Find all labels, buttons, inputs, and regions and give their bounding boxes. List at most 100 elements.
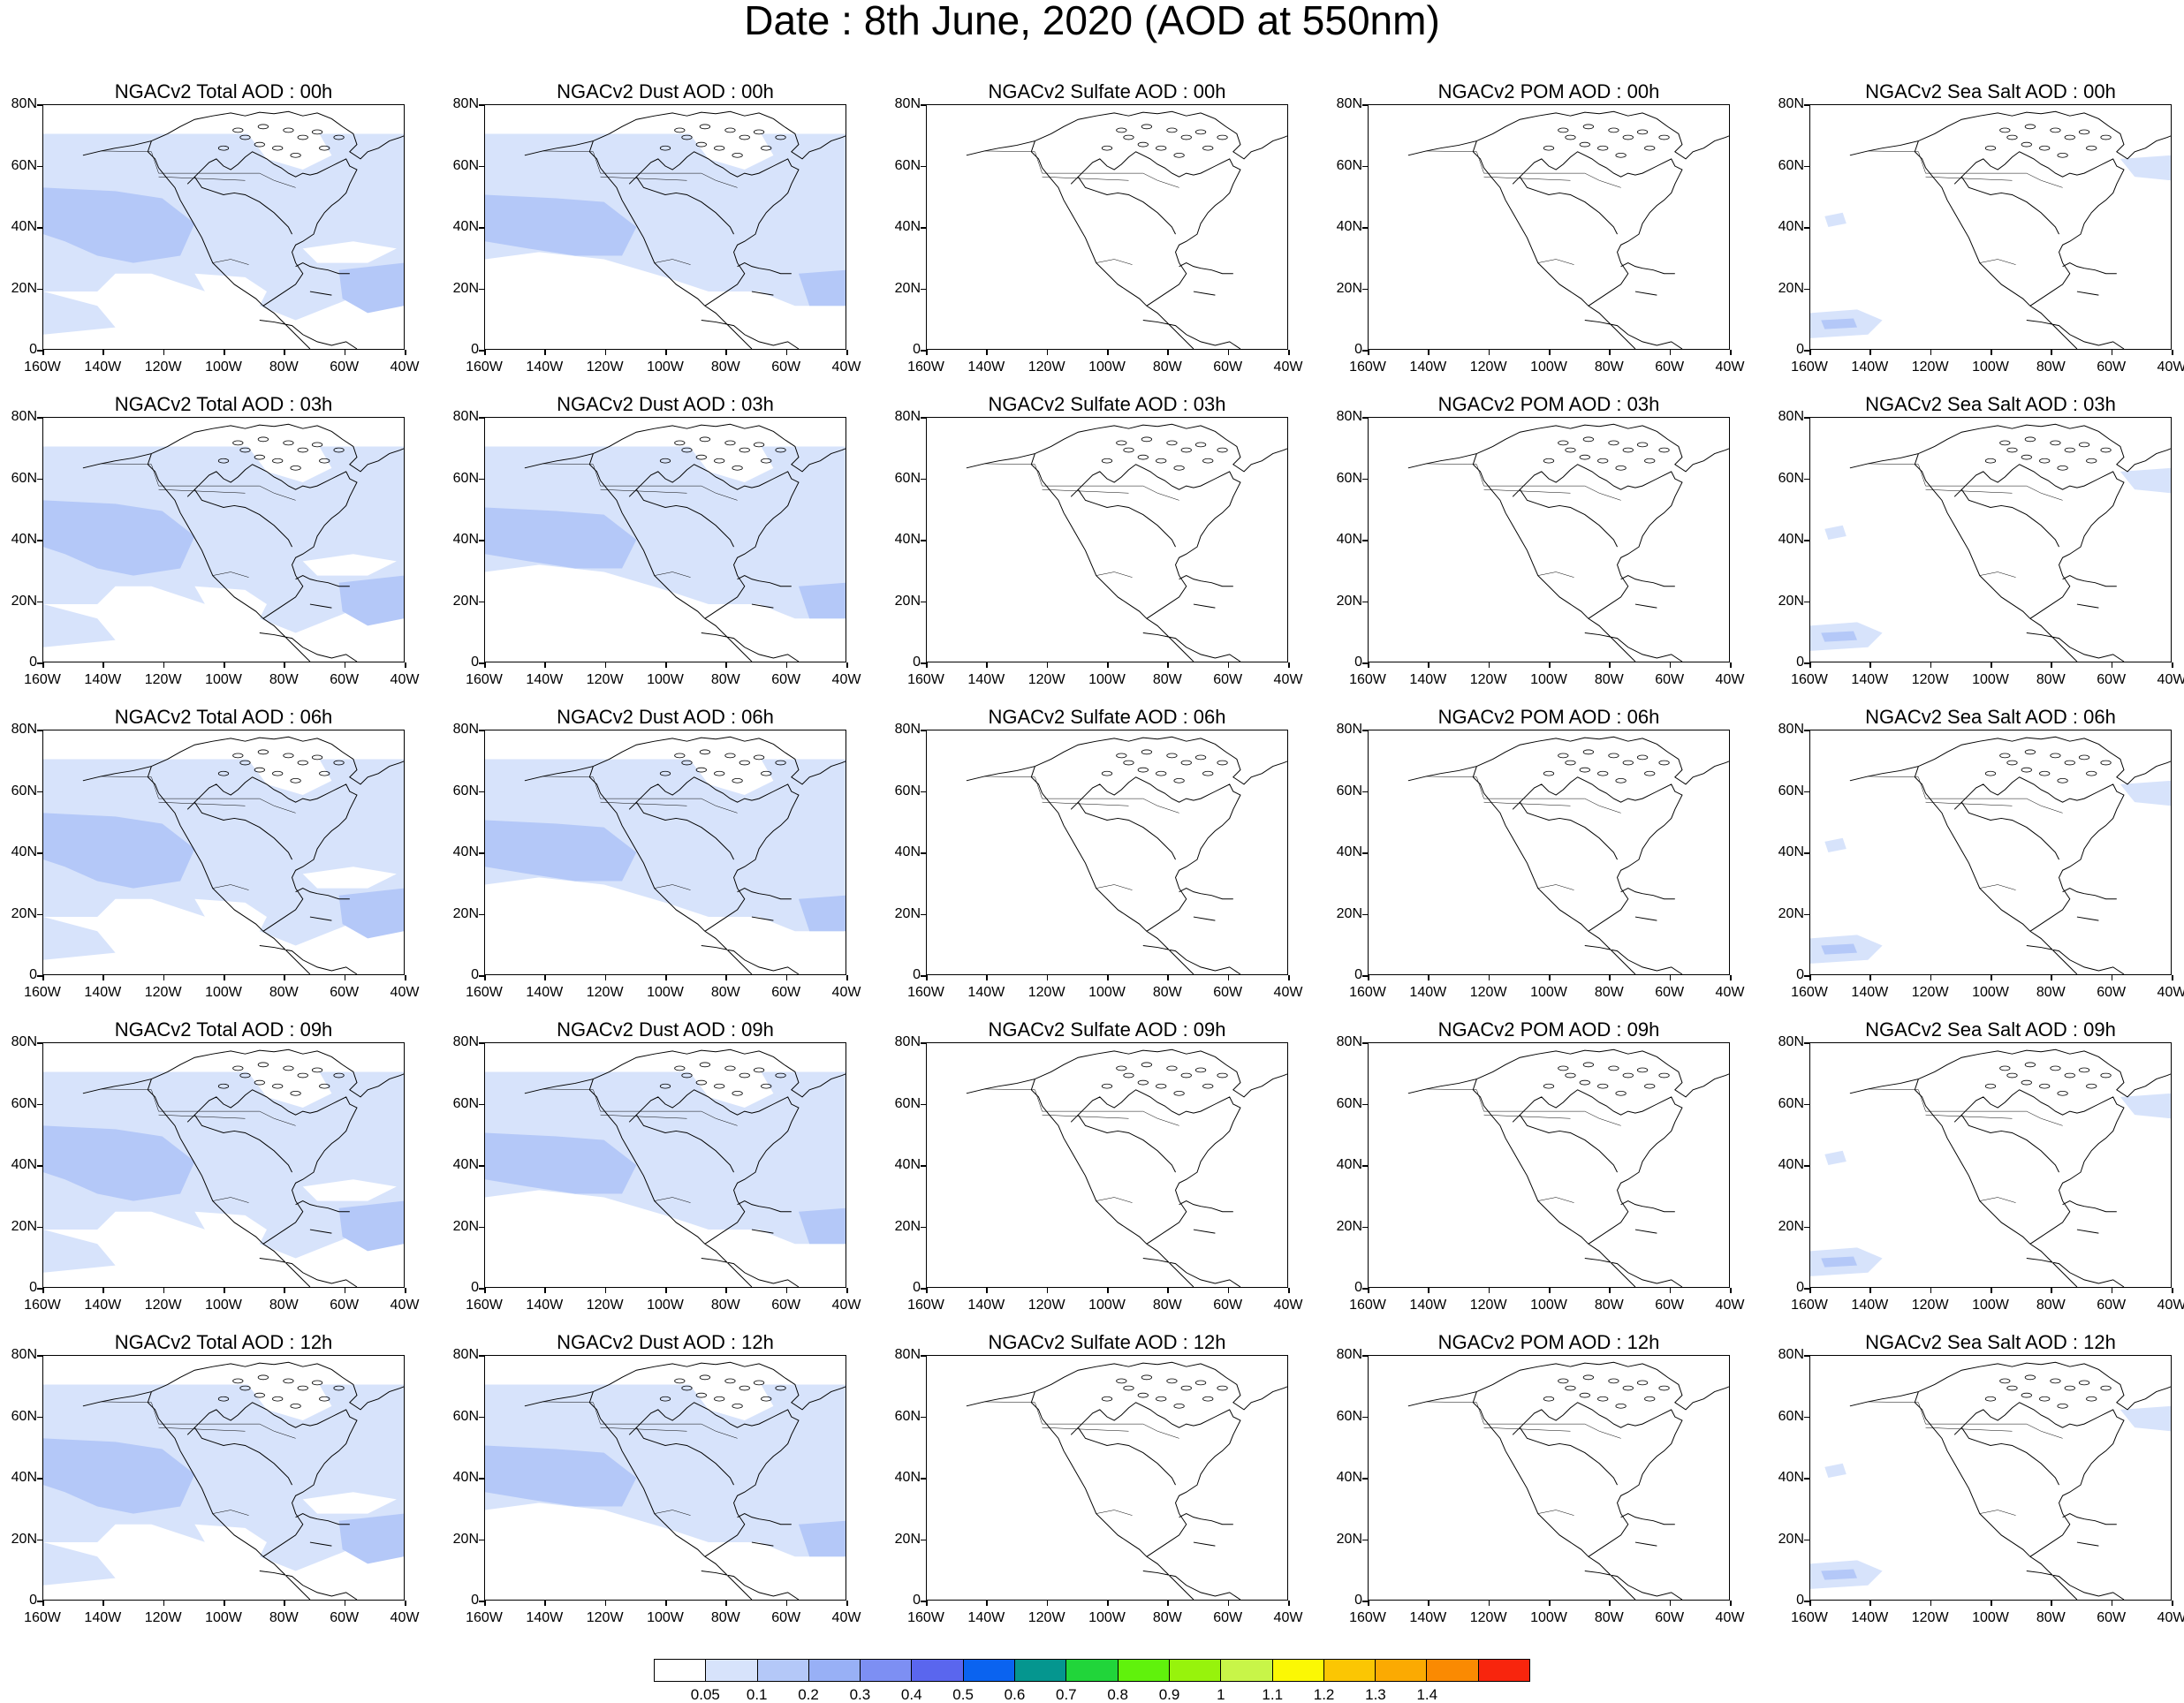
lon-tick-mark bbox=[2051, 662, 2052, 668]
lat-tick-mark bbox=[479, 540, 484, 541]
lon-tick-mark bbox=[986, 350, 988, 355]
lat-tick-mark bbox=[1362, 478, 1368, 480]
lon-tick-mark bbox=[2172, 662, 2173, 668]
lon-tick-mark bbox=[1869, 975, 1871, 980]
lon-tick-mark bbox=[1609, 662, 1611, 668]
lon-tick-label: 100W bbox=[1530, 360, 1567, 375]
lon-tick-mark bbox=[1609, 350, 1611, 355]
panel-title: NGACv2 POM AOD : 03h bbox=[1437, 393, 1660, 415]
lat-tick-mark bbox=[1804, 975, 1809, 977]
lon-tick-mark bbox=[1730, 1288, 1732, 1293]
lat-tick-label: 20N bbox=[11, 1531, 37, 1547]
map-panel-pom bbox=[1368, 1355, 1730, 1601]
lon-tick-mark bbox=[405, 662, 406, 668]
lat-tick-label: 0 bbox=[29, 342, 37, 357]
lat-tick-mark bbox=[37, 478, 42, 480]
lat-tick-label: 80N bbox=[894, 1034, 921, 1049]
lon-tick-label: 120W bbox=[144, 360, 182, 375]
lon-tick-label: 40W bbox=[831, 1610, 861, 1625]
lat-tick-mark bbox=[921, 1601, 926, 1602]
lat-tick-label: 80N bbox=[452, 1347, 479, 1362]
lon-tick-mark bbox=[1991, 975, 1992, 980]
lon-tick-mark bbox=[1167, 1601, 1169, 1606]
lon-tick-label: 120W bbox=[1469, 1610, 1507, 1625]
lat-tick-label: 0 bbox=[913, 342, 921, 357]
lon-tick-mark bbox=[1107, 350, 1109, 355]
lat-tick-mark bbox=[37, 662, 42, 664]
lon-tick-mark bbox=[785, 1601, 788, 1606]
lon-tick-label: 160W bbox=[1791, 360, 1828, 375]
lat-tick-mark bbox=[921, 791, 926, 792]
lat-tick-label: 60N bbox=[1778, 1095, 1804, 1111]
lon-tick-mark bbox=[163, 350, 165, 355]
lon-tick-mark bbox=[1046, 662, 1049, 668]
lat-tick-mark bbox=[479, 852, 484, 854]
lat-tick-label: 0 bbox=[29, 1593, 37, 1608]
lon-tick-mark bbox=[846, 1601, 848, 1606]
lat-tick-mark bbox=[37, 791, 42, 792]
lat-tick-label: 20N bbox=[1336, 280, 1362, 296]
lon-tick-mark bbox=[1809, 1601, 1811, 1606]
lon-tick-label: 80W bbox=[1594, 672, 1624, 687]
lon-tick-label: 140W bbox=[526, 672, 564, 687]
lat-tick-mark bbox=[37, 1416, 42, 1418]
colorbar-swatch bbox=[655, 1660, 707, 1681]
map-panel-dust bbox=[484, 1355, 846, 1601]
lat-tick-label: 60N bbox=[452, 1408, 479, 1424]
lat-tick-mark bbox=[479, 104, 484, 106]
lon-tick-label: 160W bbox=[907, 985, 944, 1000]
lat-tick-label: 40N bbox=[894, 1157, 921, 1172]
lon-tick-label: 140W bbox=[84, 360, 122, 375]
lat-tick-label: 80N bbox=[1778, 96, 1804, 111]
colorbar-label: 0.9 bbox=[1158, 1686, 1180, 1703]
lon-tick-mark bbox=[986, 662, 988, 668]
map-panel-total bbox=[42, 730, 405, 975]
lon-tick-label: 40W bbox=[1715, 1298, 1745, 1313]
lon-tick-mark bbox=[1488, 1601, 1490, 1606]
panel-title: NGACv2 Sulfate AOD : 06h bbox=[988, 706, 1226, 728]
lon-tick-label: 80W bbox=[269, 985, 299, 1000]
lat-tick-label: 40N bbox=[1336, 844, 1362, 859]
lon-tick-mark bbox=[544, 350, 546, 355]
lat-tick-mark bbox=[1362, 662, 1368, 664]
panel-title: NGACv2 Total AOD : 00h bbox=[114, 80, 333, 102]
lat-tick-mark bbox=[921, 478, 926, 480]
lon-tick-mark bbox=[1368, 662, 1369, 668]
colorbar-label: 1.2 bbox=[1313, 1686, 1335, 1703]
lon-tick-mark bbox=[1549, 1601, 1551, 1606]
lat-tick-label: 80N bbox=[1336, 409, 1362, 424]
lat-tick-mark bbox=[37, 1042, 42, 1044]
lon-tick-label: 120W bbox=[144, 672, 182, 687]
lat-tick-mark bbox=[37, 730, 42, 731]
lat-tick-label: 40N bbox=[452, 844, 479, 859]
lon-tick-mark bbox=[224, 1288, 225, 1293]
lon-tick-mark bbox=[785, 662, 788, 668]
lon-tick-label: 80W bbox=[1594, 985, 1624, 1000]
lat-tick-mark bbox=[479, 1416, 484, 1418]
lon-tick-mark bbox=[1488, 350, 1490, 355]
colorbar-label: 0.3 bbox=[849, 1686, 871, 1703]
lon-tick-label: 140W bbox=[1851, 360, 1889, 375]
lon-tick-label: 100W bbox=[647, 1298, 684, 1313]
colorbar bbox=[654, 1659, 1530, 1682]
lat-tick-mark bbox=[1362, 852, 1368, 854]
map-panel-sulfate bbox=[926, 417, 1288, 662]
lat-tick-label: 80N bbox=[1336, 722, 1362, 737]
lat-tick-label: 20N bbox=[894, 1218, 921, 1234]
lat-tick-label: 0 bbox=[1354, 967, 1362, 982]
lon-tick-label: 120W bbox=[1469, 672, 1507, 687]
lon-tick-label: 40W bbox=[1273, 360, 1303, 375]
lon-tick-label: 80W bbox=[2036, 1298, 2066, 1313]
lon-tick-label: 160W bbox=[907, 672, 944, 687]
lat-tick-mark bbox=[1804, 1416, 1809, 1418]
panel-title: NGACv2 Dust AOD : 03h bbox=[557, 393, 774, 415]
lon-tick-mark bbox=[2111, 662, 2113, 668]
lon-tick-label: 40W bbox=[1715, 672, 1745, 687]
colorbar-label: 1.1 bbox=[1262, 1686, 1284, 1703]
lat-tick-mark bbox=[1804, 662, 1809, 664]
lat-tick-mark bbox=[921, 540, 926, 541]
lon-tick-label: 80W bbox=[1152, 985, 1182, 1000]
lon-tick-label: 120W bbox=[586, 985, 624, 1000]
lon-tick-label: 140W bbox=[526, 360, 564, 375]
lon-tick-label: 100W bbox=[1088, 985, 1126, 1000]
